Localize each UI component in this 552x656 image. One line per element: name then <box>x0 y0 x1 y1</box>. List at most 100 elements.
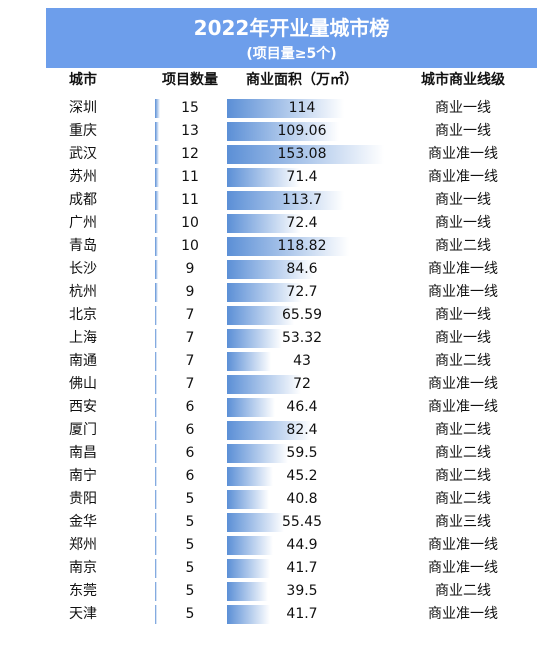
city: 贵阳 <box>69 491 97 507</box>
count: 6 <box>185 399 195 415</box>
count: 10 <box>181 215 199 231</box>
area: 114 <box>288 100 316 116</box>
area: 65.59 <box>281 307 323 323</box>
area: 41.7 <box>286 560 318 576</box>
area-bar <box>227 306 295 325</box>
level: 商业准一线 <box>428 169 498 185</box>
column-header: 项目数量 <box>162 72 218 88</box>
count: 9 <box>185 284 195 300</box>
subtitle: (项目量≥5个) <box>246 46 337 62</box>
city: 成都 <box>69 192 97 208</box>
count: 9 <box>185 261 195 277</box>
area: 46.4 <box>286 399 318 415</box>
level: 商业准一线 <box>428 376 498 392</box>
level: 商业一线 <box>435 215 491 231</box>
count: 5 <box>185 537 195 553</box>
level: 商业二线 <box>435 583 491 599</box>
area-bar <box>227 444 289 463</box>
area: 45.2 <box>286 468 318 484</box>
area: 40.8 <box>286 491 318 507</box>
count: 11 <box>181 192 199 208</box>
city: 重庆 <box>69 123 97 139</box>
area-bar <box>227 191 344 210</box>
count-bar <box>155 375 158 394</box>
level: 商业准一线 <box>428 146 498 162</box>
area: 44.9 <box>286 537 318 553</box>
count: 15 <box>181 100 199 116</box>
count-bar <box>155 168 159 187</box>
area-bar <box>227 352 272 371</box>
city: 南通 <box>69 353 97 369</box>
area-bar <box>227 329 282 348</box>
level: 商业二线 <box>435 445 491 461</box>
city: 西安 <box>69 399 97 415</box>
area: 41.7 <box>286 606 318 622</box>
area: 84.6 <box>286 261 318 277</box>
count: 10 <box>181 238 199 254</box>
city: 天津 <box>69 606 97 622</box>
count-bar <box>155 398 157 417</box>
count-bar <box>155 467 157 486</box>
area-bar <box>227 260 314 279</box>
city: 佛山 <box>69 376 97 392</box>
count: 7 <box>185 307 195 323</box>
level: 商业二线 <box>435 353 491 369</box>
area: 59.5 <box>286 445 318 461</box>
area: 43 <box>293 353 311 369</box>
count: 7 <box>185 353 195 369</box>
area: 109.06 <box>277 123 327 139</box>
column-header: 商业面积（万㎡） <box>246 72 358 88</box>
count-bar <box>155 191 159 210</box>
area: 118.82 <box>277 238 327 254</box>
level: 商业二线 <box>435 491 491 507</box>
city: 长沙 <box>69 261 97 277</box>
title-bar: 2022年开业量城市榜 (项目量≥5个) <box>46 8 537 68</box>
area-bar <box>227 398 275 417</box>
area-bar <box>227 490 269 509</box>
area: 82.4 <box>286 422 318 438</box>
count-bar <box>155 283 158 302</box>
count-bar <box>155 122 160 141</box>
count: 6 <box>185 445 195 461</box>
area-bar <box>227 283 302 302</box>
count-bar <box>155 559 157 578</box>
area: 53.32 <box>281 330 323 346</box>
count-bar <box>155 513 157 532</box>
area: 72.7 <box>286 284 318 300</box>
level: 商业准一线 <box>428 261 498 277</box>
level: 商业二线 <box>435 468 491 484</box>
count-bar <box>155 421 157 440</box>
city: 杭州 <box>69 284 97 300</box>
count: 6 <box>185 422 195 438</box>
city: 广州 <box>69 215 97 231</box>
city: 苏州 <box>69 169 97 185</box>
area: 39.5 <box>286 583 318 599</box>
count: 5 <box>185 560 195 576</box>
area-bar <box>227 237 349 256</box>
city: 上海 <box>69 330 97 346</box>
city: 青岛 <box>69 238 97 254</box>
area: 55.45 <box>281 514 323 530</box>
count-bar <box>155 352 158 371</box>
area: 113.7 <box>281 192 323 208</box>
area-bar <box>227 467 274 486</box>
area-bar <box>227 582 268 601</box>
level: 商业一线 <box>435 100 491 116</box>
area-bar <box>227 605 270 624</box>
level: 商业二线 <box>435 422 491 438</box>
count-bar <box>155 306 158 325</box>
count-bar <box>155 214 159 233</box>
count-bar <box>155 536 157 555</box>
level: 商业二线 <box>435 238 491 254</box>
level: 商业一线 <box>435 307 491 323</box>
level: 商业准一线 <box>428 537 498 553</box>
level: 商业准一线 <box>428 560 498 576</box>
count-bar <box>155 582 157 601</box>
area-bar <box>227 214 302 233</box>
count: 12 <box>181 146 199 162</box>
city: 南京 <box>69 560 97 576</box>
level: 商业准一线 <box>428 606 498 622</box>
city: 金华 <box>69 514 97 530</box>
count: 5 <box>185 583 195 599</box>
